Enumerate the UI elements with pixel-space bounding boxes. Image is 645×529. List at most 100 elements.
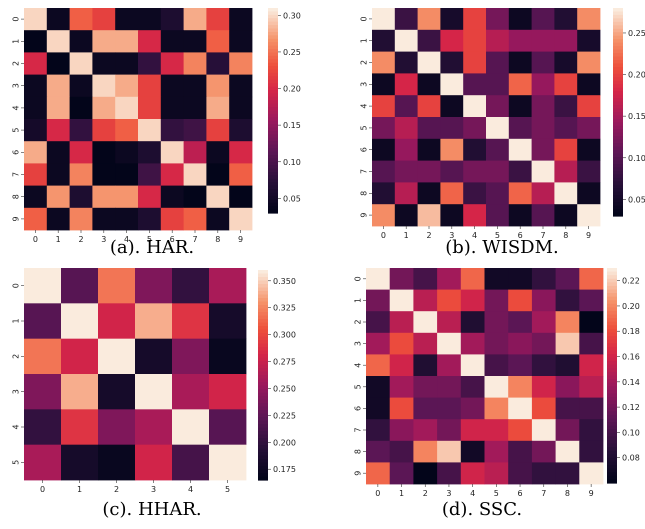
colorbar-segment [613,46,623,51]
colorbar-segment [258,284,268,289]
heatmap-cell-2-3 [135,338,173,375]
colorbar-segment [613,25,623,30]
heatmap-cell-7-6 [160,163,184,186]
heatmap-cell-9-3 [437,462,462,485]
heatmap-cell-1-1 [61,303,99,340]
colorbar-segment [607,361,617,366]
x-tick-label: 7 [192,235,197,244]
colorbar-tick-label: 0.20 [622,302,640,311]
colorbar-segment [607,454,617,459]
y-tick-label: 6 [353,406,362,411]
colorbar-segment [607,289,617,294]
heatmap-cell-0-5 [209,268,247,304]
x-tick-label: 3 [449,231,454,240]
heatmap-cell-4-5 [138,96,162,120]
colorbar-segment [268,154,278,159]
colorbar-segment [613,118,623,123]
colorbar-segment [607,440,617,445]
heatmap-cell-2-7 [531,51,555,74]
heatmap-cell-8-6 [508,182,532,205]
colorbar-segment [613,198,623,203]
heatmap-cell-8-9 [577,182,601,205]
colorbar-segment [258,378,268,383]
colorbar-segment [258,361,268,366]
heatmap-cell-1-0 [24,303,62,340]
heatmap-cell-7-5 [138,163,162,186]
x-tick-label: 0 [40,485,45,494]
colorbar-segment [607,296,617,301]
colorbar-segment [268,113,278,118]
heatmap-cell-1-2 [417,29,441,52]
heatmap-cell-1-3 [437,289,462,312]
colorbar-segment [268,8,278,13]
x-tick-label: 0 [33,235,38,244]
colorbar-segment [258,273,268,278]
heatmap-cell-5-3 [92,119,116,142]
heatmap-cell-7-8 [206,163,230,186]
heatmap-cell-8-1 [389,440,414,463]
heatmap-cell-2-6 [508,51,532,74]
x-tick-label: 2 [114,485,119,494]
heatmap-cell-7-0 [24,163,48,186]
colorbar-segment [268,120,278,125]
colorbar-segment [613,28,623,33]
heatmap-cell-2-2 [413,311,438,334]
colorbar-segment [607,318,617,323]
x-tick-label: 9 [238,235,243,244]
heatmap-cell-1-4 [460,289,485,312]
heatmap-cell-3-7 [531,332,556,355]
colorbar-tick-label: 0.175 [273,465,296,474]
heatmap-cell-9-5 [484,462,509,485]
heatmap-cell-3-0 [372,73,396,96]
heatmap-cell-2-1 [46,52,70,75]
colorbar-segment [268,52,278,57]
colorbar-segment [607,436,617,441]
heatmap-hhar: 0 1 2 3 4 5 0 1 2 3 4 5 0.175 0.200 0.225 0.250 0.275 0.3… [11,268,296,520]
heatmap-cell-3-9 [577,73,601,96]
y-tick-label: 7 [359,169,368,174]
heatmap-cell-3-4 [172,374,210,410]
colorbar-segment [258,452,268,457]
panel-caption: (d). SSC. [442,499,522,520]
heatmap-cell-8-2 [69,185,93,209]
heatmap-cell-4-5 [484,354,509,377]
heatmap-cell-7-2 [413,419,438,442]
colorbar-segment [268,192,278,197]
colorbar-tick-label: 0.10 [283,158,301,167]
colorbar-tick-label: 0.08 [622,454,640,463]
heatmap-cell-6-0 [372,138,396,161]
heatmap-cell-3-9 [579,332,604,355]
colorbar-tick-label: 0.275 [273,358,296,367]
heatmap-cell-2-5 [486,51,510,74]
heatmap-cell-2-2 [98,338,136,375]
colorbar-segment [613,18,623,23]
heatmap-cell-8-9 [229,185,253,209]
colorbar-segment [607,285,617,291]
heatmap-cell-2-1 [61,338,99,375]
colorbar-segment [268,175,278,180]
heatmap-cell-8-8 [206,185,230,209]
heatmap-cell-0-8 [554,8,578,31]
colorbar-segment [613,84,623,89]
heatmap-cell-9-2 [69,207,93,231]
heatmap-har: 0 1 2 3 4 5 6 7 8 9 0 1 2 3 4 5 6 7 8 9 0.05 0.10 0.15 0.20 0.25… [11,8,301,258]
heatmap-cell-7-0 [372,160,396,183]
colorbar-segment [613,108,623,113]
colorbar-segment [258,301,268,306]
colorbar-segment [607,389,617,395]
colorbar-segment [268,124,278,129]
heatmap-cell-5-3 [437,376,462,398]
heatmap-cell-3-4 [460,332,485,355]
heatmap-cell-8-4 [115,185,139,209]
colorbar-segment [258,315,268,320]
colorbar-segment [613,39,623,44]
heatmap-cell-0-3 [440,8,464,31]
heatmap-cell-3-5 [486,73,510,96]
y-tick-label: 3 [11,389,20,394]
heatmap-cell-1-0 [372,29,396,52]
heatmap-cell-0-9 [579,268,604,290]
colorbar-segment [613,157,623,162]
heatmap-cell-2-0 [366,311,391,334]
heatmap-cell-1-5 [486,29,510,52]
y-tick-label: 5 [11,128,20,133]
